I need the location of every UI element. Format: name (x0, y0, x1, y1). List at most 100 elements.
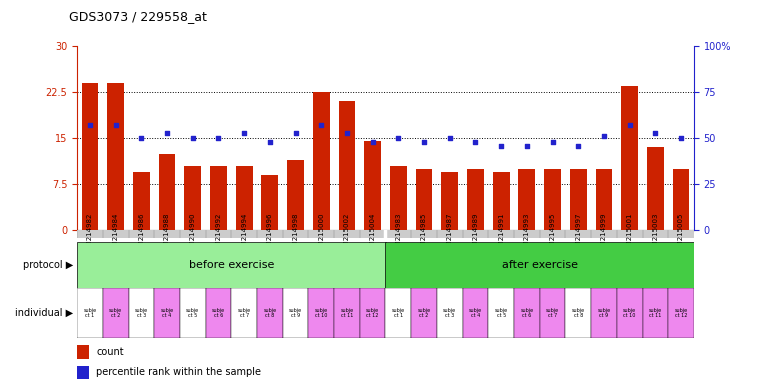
Point (572, 142, 584, 149)
Text: GSM215000: GSM215000 (318, 213, 325, 255)
Text: subje
ct 2: subje ct 2 (109, 308, 123, 318)
Point (289, 130, 301, 136)
Text: before exercise: before exercise (189, 260, 274, 270)
Text: subje
ct 11: subje ct 11 (340, 308, 354, 318)
Text: GSM214998: GSM214998 (292, 213, 298, 255)
Text: GSM214997: GSM214997 (575, 213, 581, 255)
Text: subje
ct 9: subje ct 9 (598, 308, 611, 318)
Point (161, 130, 173, 136)
Point (675, 135, 687, 141)
Text: subje
ct 1: subje ct 1 (83, 308, 96, 318)
Point (418, 139, 430, 145)
Bar (467, 169, 484, 230)
Bar (544, 169, 561, 230)
Text: subje
ct 8: subje ct 8 (571, 308, 585, 318)
Bar (617, 288, 642, 338)
Bar (360, 288, 386, 338)
Text: subje
ct 5: subje ct 5 (186, 308, 200, 318)
Text: subje
ct 10: subje ct 10 (315, 308, 328, 318)
Bar (647, 147, 664, 230)
Point (212, 135, 224, 141)
Bar (668, 288, 694, 338)
Text: individual ▶: individual ▶ (15, 308, 73, 318)
Bar (390, 166, 406, 230)
Bar (595, 169, 612, 230)
Text: GSM215003: GSM215003 (652, 213, 658, 255)
Bar (364, 141, 381, 230)
Bar (261, 175, 278, 230)
Text: GSM215005: GSM215005 (678, 213, 684, 255)
Text: subje
ct 9: subje ct 9 (289, 308, 302, 318)
Bar (570, 169, 587, 230)
Bar (518, 169, 535, 230)
Bar (206, 288, 231, 338)
Bar (77, 366, 89, 379)
Text: GSM214985: GSM214985 (421, 213, 427, 255)
Text: GSM215002: GSM215002 (344, 213, 350, 255)
Text: count: count (96, 347, 124, 357)
Point (84, 122, 96, 128)
Text: GSM214986: GSM214986 (138, 213, 144, 255)
Bar (77, 345, 89, 359)
Text: after exercise: after exercise (502, 260, 577, 270)
Text: subje
ct 8: subje ct 8 (263, 308, 277, 318)
Bar (672, 169, 689, 230)
Point (495, 142, 507, 149)
Text: GSM215001: GSM215001 (627, 213, 633, 255)
Text: subje
ct 6: subje ct 6 (520, 308, 534, 318)
Text: GSM214993: GSM214993 (524, 213, 530, 255)
Bar (133, 172, 150, 230)
Bar (540, 288, 565, 338)
Bar (180, 288, 206, 338)
Point (238, 130, 251, 136)
Bar (210, 166, 227, 230)
Text: subje
ct 4: subje ct 4 (160, 308, 173, 318)
Text: subje
ct 11: subje ct 11 (648, 308, 662, 318)
Point (624, 122, 636, 128)
Point (547, 139, 559, 145)
Text: GSM214992: GSM214992 (215, 213, 221, 255)
Text: GSM214999: GSM214999 (601, 213, 607, 255)
Bar (514, 288, 540, 338)
Point (187, 135, 199, 141)
Bar (493, 172, 510, 230)
Bar (107, 83, 124, 230)
Text: GSM214996: GSM214996 (267, 213, 273, 255)
Text: GSM214984: GSM214984 (113, 213, 119, 255)
Point (520, 142, 533, 149)
Point (341, 130, 353, 136)
Bar (308, 288, 334, 338)
Bar (441, 172, 458, 230)
Point (135, 135, 147, 141)
Text: subje
ct 3: subje ct 3 (135, 308, 148, 318)
Bar (334, 288, 360, 338)
Text: GSM214982: GSM214982 (87, 213, 93, 255)
Text: GSM214991: GSM214991 (498, 213, 504, 255)
Text: GSM215004: GSM215004 (369, 213, 375, 255)
Text: subje
ct 4: subje ct 4 (469, 308, 482, 318)
Text: GSM214995: GSM214995 (550, 213, 556, 255)
Bar (103, 288, 129, 338)
Text: GSM214988: GSM214988 (164, 213, 170, 255)
Text: subje
ct 7: subje ct 7 (546, 308, 559, 318)
Point (598, 133, 610, 139)
Bar (386, 288, 411, 338)
Bar (488, 288, 514, 338)
Point (366, 139, 379, 145)
Bar (437, 288, 463, 338)
Point (109, 122, 122, 128)
Bar (283, 288, 308, 338)
Point (315, 122, 328, 128)
Bar (416, 169, 433, 230)
Text: subje
ct 12: subje ct 12 (675, 308, 688, 318)
Bar (77, 288, 103, 338)
Text: GSM214989: GSM214989 (473, 213, 479, 255)
Bar (642, 288, 668, 338)
Point (470, 139, 482, 145)
Text: subje
ct 7: subje ct 7 (237, 308, 251, 318)
Text: GSM214983: GSM214983 (396, 213, 402, 255)
Bar (338, 101, 355, 230)
Point (392, 135, 405, 141)
Bar (184, 166, 201, 230)
Bar (129, 288, 154, 338)
